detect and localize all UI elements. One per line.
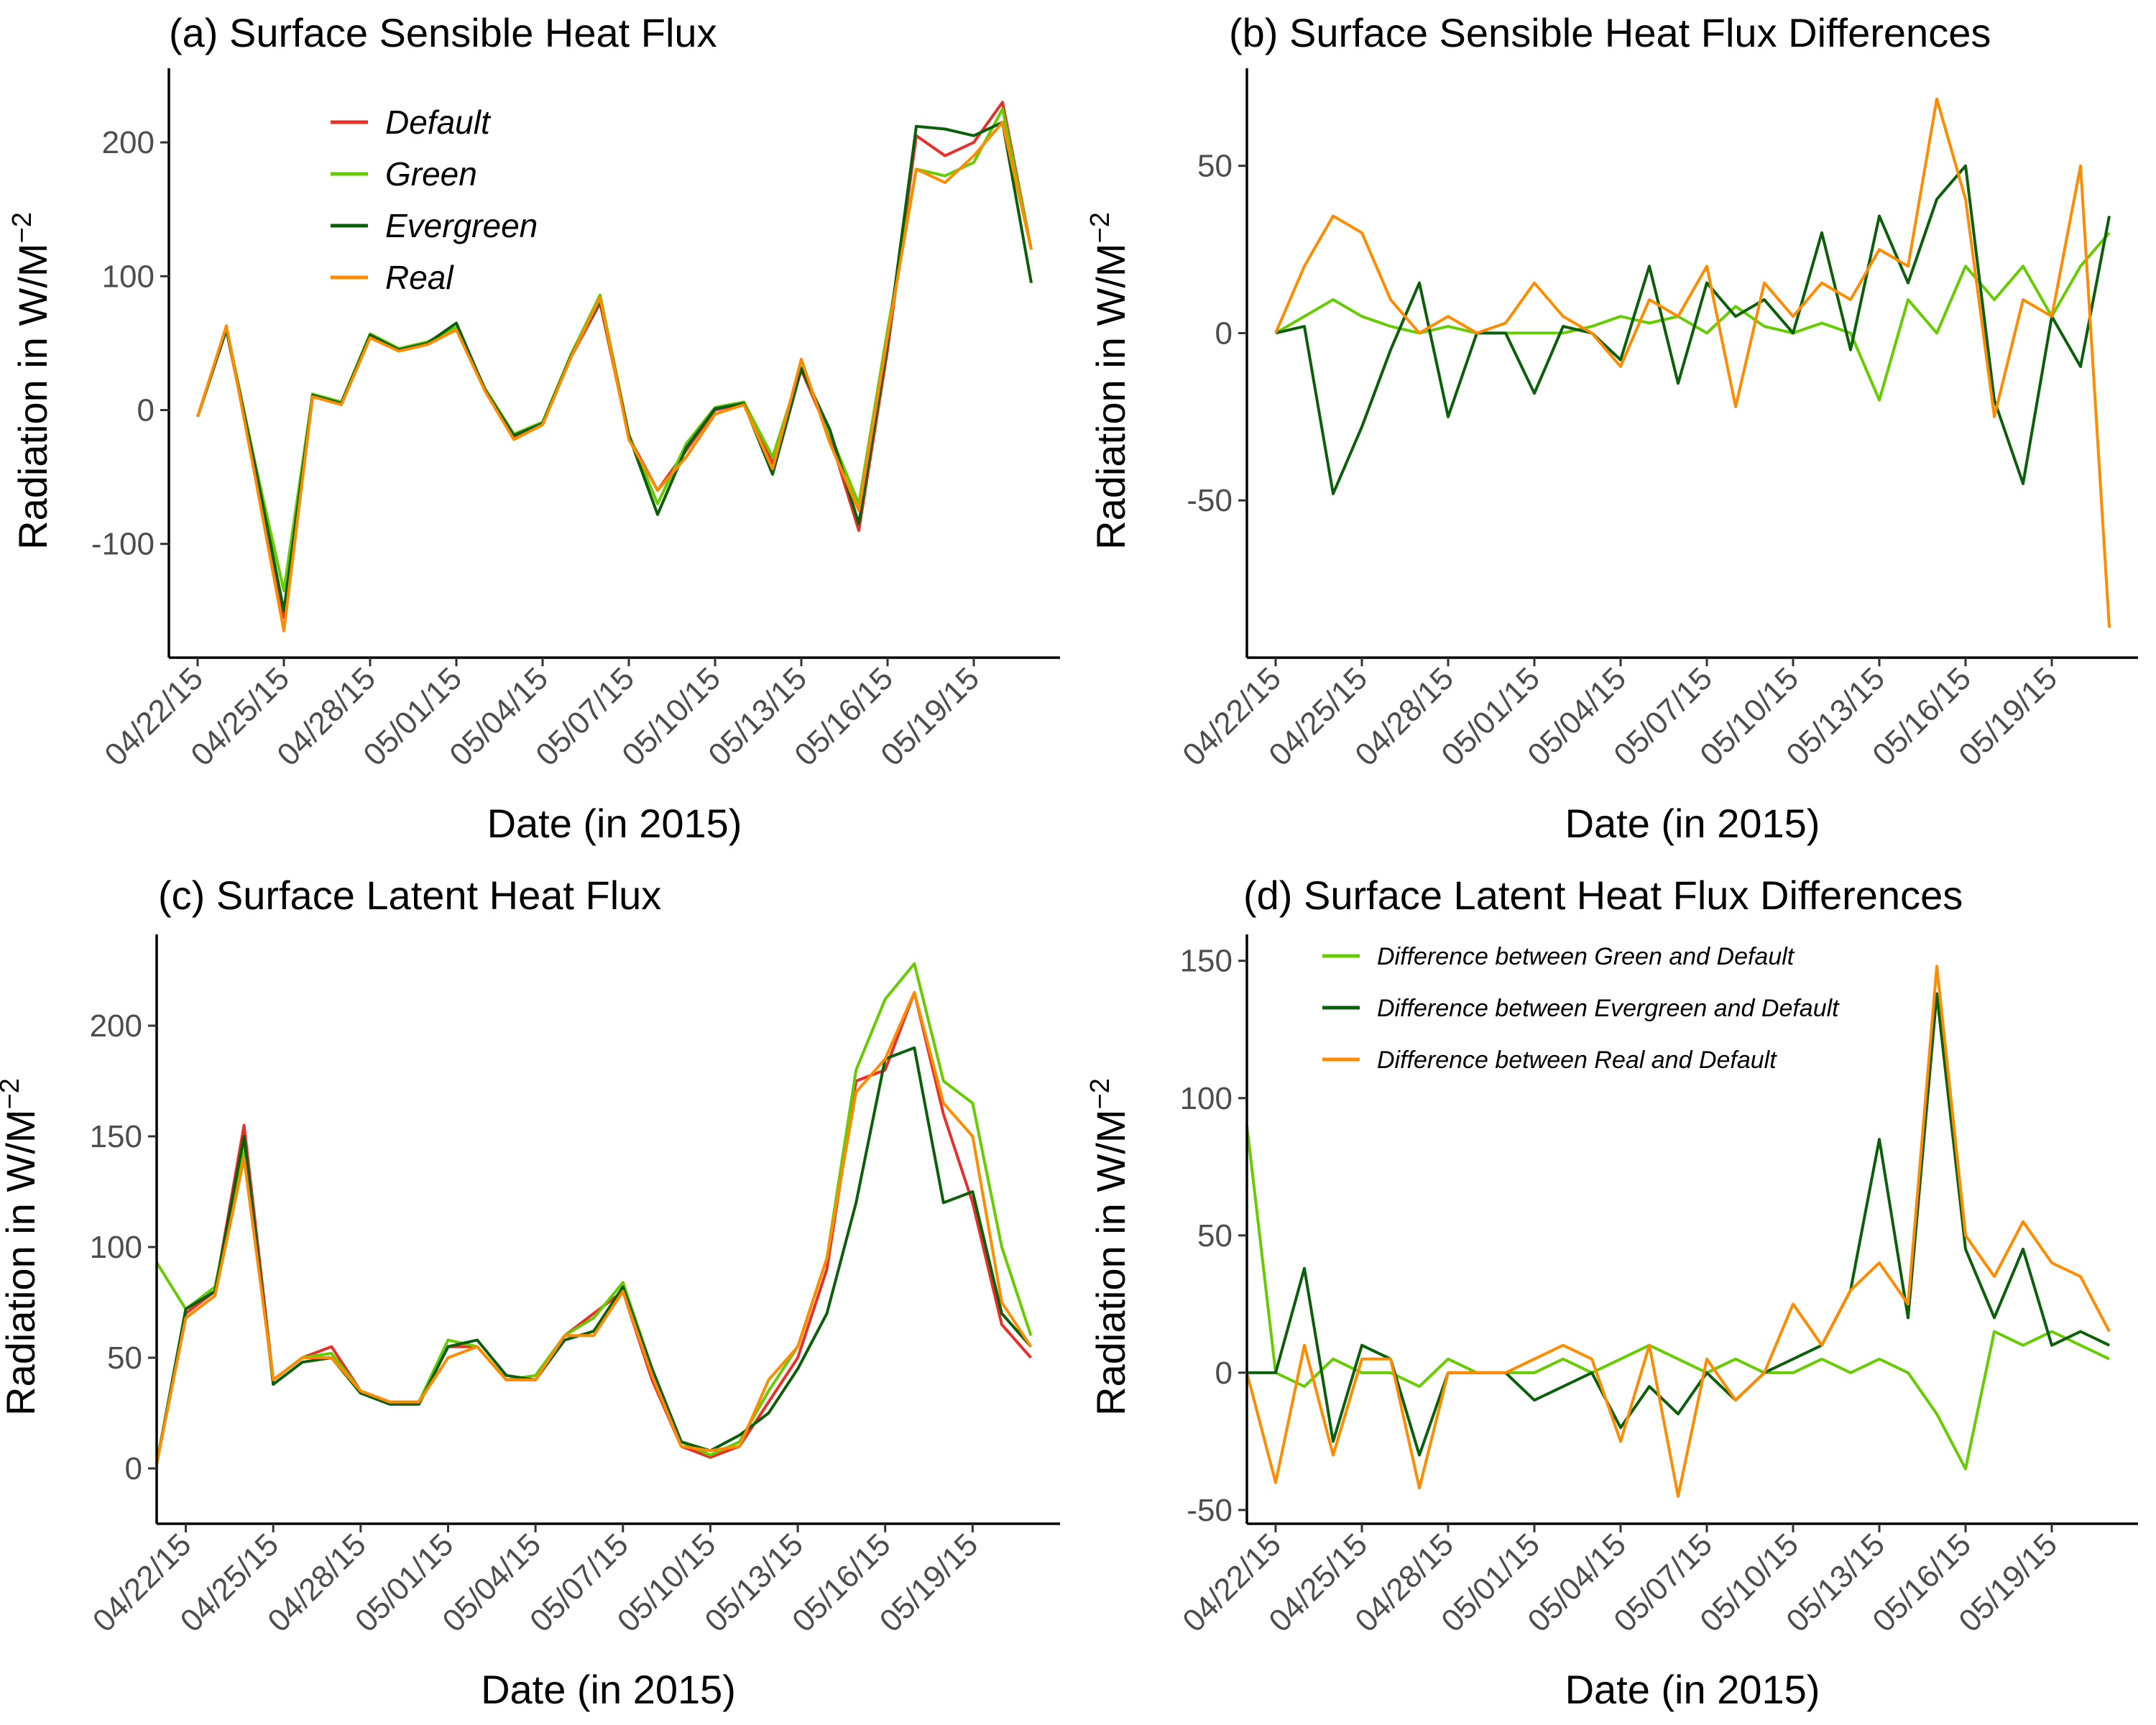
x-axis-label: Date (in 2015) bbox=[1565, 1667, 1820, 1712]
series-line-real bbox=[1245, 965, 2111, 1498]
series-line-green bbox=[1245, 1125, 2110, 1471]
legend-label: Difference between Evergreen and Default bbox=[1377, 995, 1840, 1022]
chart-title: (b) Surface Sensible Heat Flux Differenc… bbox=[1229, 10, 1991, 55]
y-axis-label: Radiation in W/M−2 bbox=[1085, 1078, 1133, 1416]
y-tick-label: 200 bbox=[90, 1008, 142, 1044]
x-tick-label: 05/19/15 bbox=[873, 1527, 985, 1639]
series-line-evergreen bbox=[1275, 164, 2111, 495]
series-line-real bbox=[1274, 97, 2111, 628]
legend-label: Default bbox=[385, 104, 492, 141]
series-line-green bbox=[1274, 231, 2111, 402]
y-tick-label: 100 bbox=[102, 259, 155, 294]
legend: Difference between Green and Default Diff… bbox=[1322, 943, 1840, 1074]
legend-label: Real bbox=[385, 259, 454, 296]
series-line-green bbox=[196, 107, 1033, 592]
x-axis-label: Date (in 2015) bbox=[481, 1667, 736, 1712]
chart-title: (c) Surface Latent Heat Flux bbox=[158, 873, 661, 918]
y-tick-label: 100 bbox=[90, 1230, 142, 1265]
y-axis-label: Radiation in W/M−2 bbox=[7, 212, 55, 550]
legend: Default Green Evergreen Real bbox=[331, 104, 538, 296]
y-tick-label: 50 bbox=[1197, 149, 1233, 184]
legend-label: Difference between Green and Default bbox=[1377, 943, 1795, 970]
y-tick-label: 50 bbox=[1197, 1218, 1233, 1254]
y-tick-label: 150 bbox=[90, 1119, 142, 1154]
chart-panel-1: (a) Surface Sensible Heat Flux -100 0 100 20… bbox=[7, 10, 1060, 846]
chart-panel-4: (d) Surface Latent Heat Flux Differences… bbox=[1085, 873, 2138, 1712]
series-line-evergreen bbox=[155, 1046, 1033, 1465]
y-tick-label: -50 bbox=[1187, 1493, 1233, 1528]
x-axis-label: Date (in 2015) bbox=[487, 801, 742, 846]
y-tick-label: 50 bbox=[107, 1340, 142, 1376]
chart-panel-2: (b) Surface Sensible Heat Flux Differenc… bbox=[1085, 10, 2138, 846]
series-line-real bbox=[155, 990, 1033, 1465]
y-tick-label: -50 bbox=[1187, 483, 1233, 518]
y-tick-label: 150 bbox=[1180, 944, 1233, 979]
y-tick-label: 0 bbox=[125, 1451, 142, 1486]
y-axis-label: Radiation in W/M−2 bbox=[1085, 212, 1133, 550]
y-tick-label: 100 bbox=[1180, 1081, 1233, 1116]
legend-label: Green bbox=[385, 155, 477, 193]
y-tick-label: -100 bbox=[91, 527, 155, 562]
y-tick-label: 0 bbox=[1215, 1356, 1233, 1391]
series-line-real bbox=[196, 121, 1033, 632]
legend-label: Evergreen bbox=[385, 207, 538, 244]
chart-panel-3: (c) Surface Latent Heat Flux 0 50 100 150 200… bbox=[0, 873, 1060, 1712]
x-axis-label: Date (in 2015) bbox=[1565, 801, 1820, 846]
chart-title: (d) Surface Latent Heat Flux Differences bbox=[1243, 873, 1963, 918]
y-tick-label: 0 bbox=[137, 393, 155, 428]
y-tick-label: 200 bbox=[102, 125, 155, 160]
y-axis-label: Radiation in W/M−2 bbox=[0, 1078, 43, 1416]
chart-title: (a) Surface Sensible Heat Flux bbox=[169, 10, 717, 55]
series-line-default bbox=[155, 990, 1033, 1465]
series-line-green bbox=[155, 962, 1033, 1457]
legend-label: Difference between Real and Default bbox=[1377, 1046, 1777, 1074]
y-tick-label: 0 bbox=[1215, 316, 1233, 351]
